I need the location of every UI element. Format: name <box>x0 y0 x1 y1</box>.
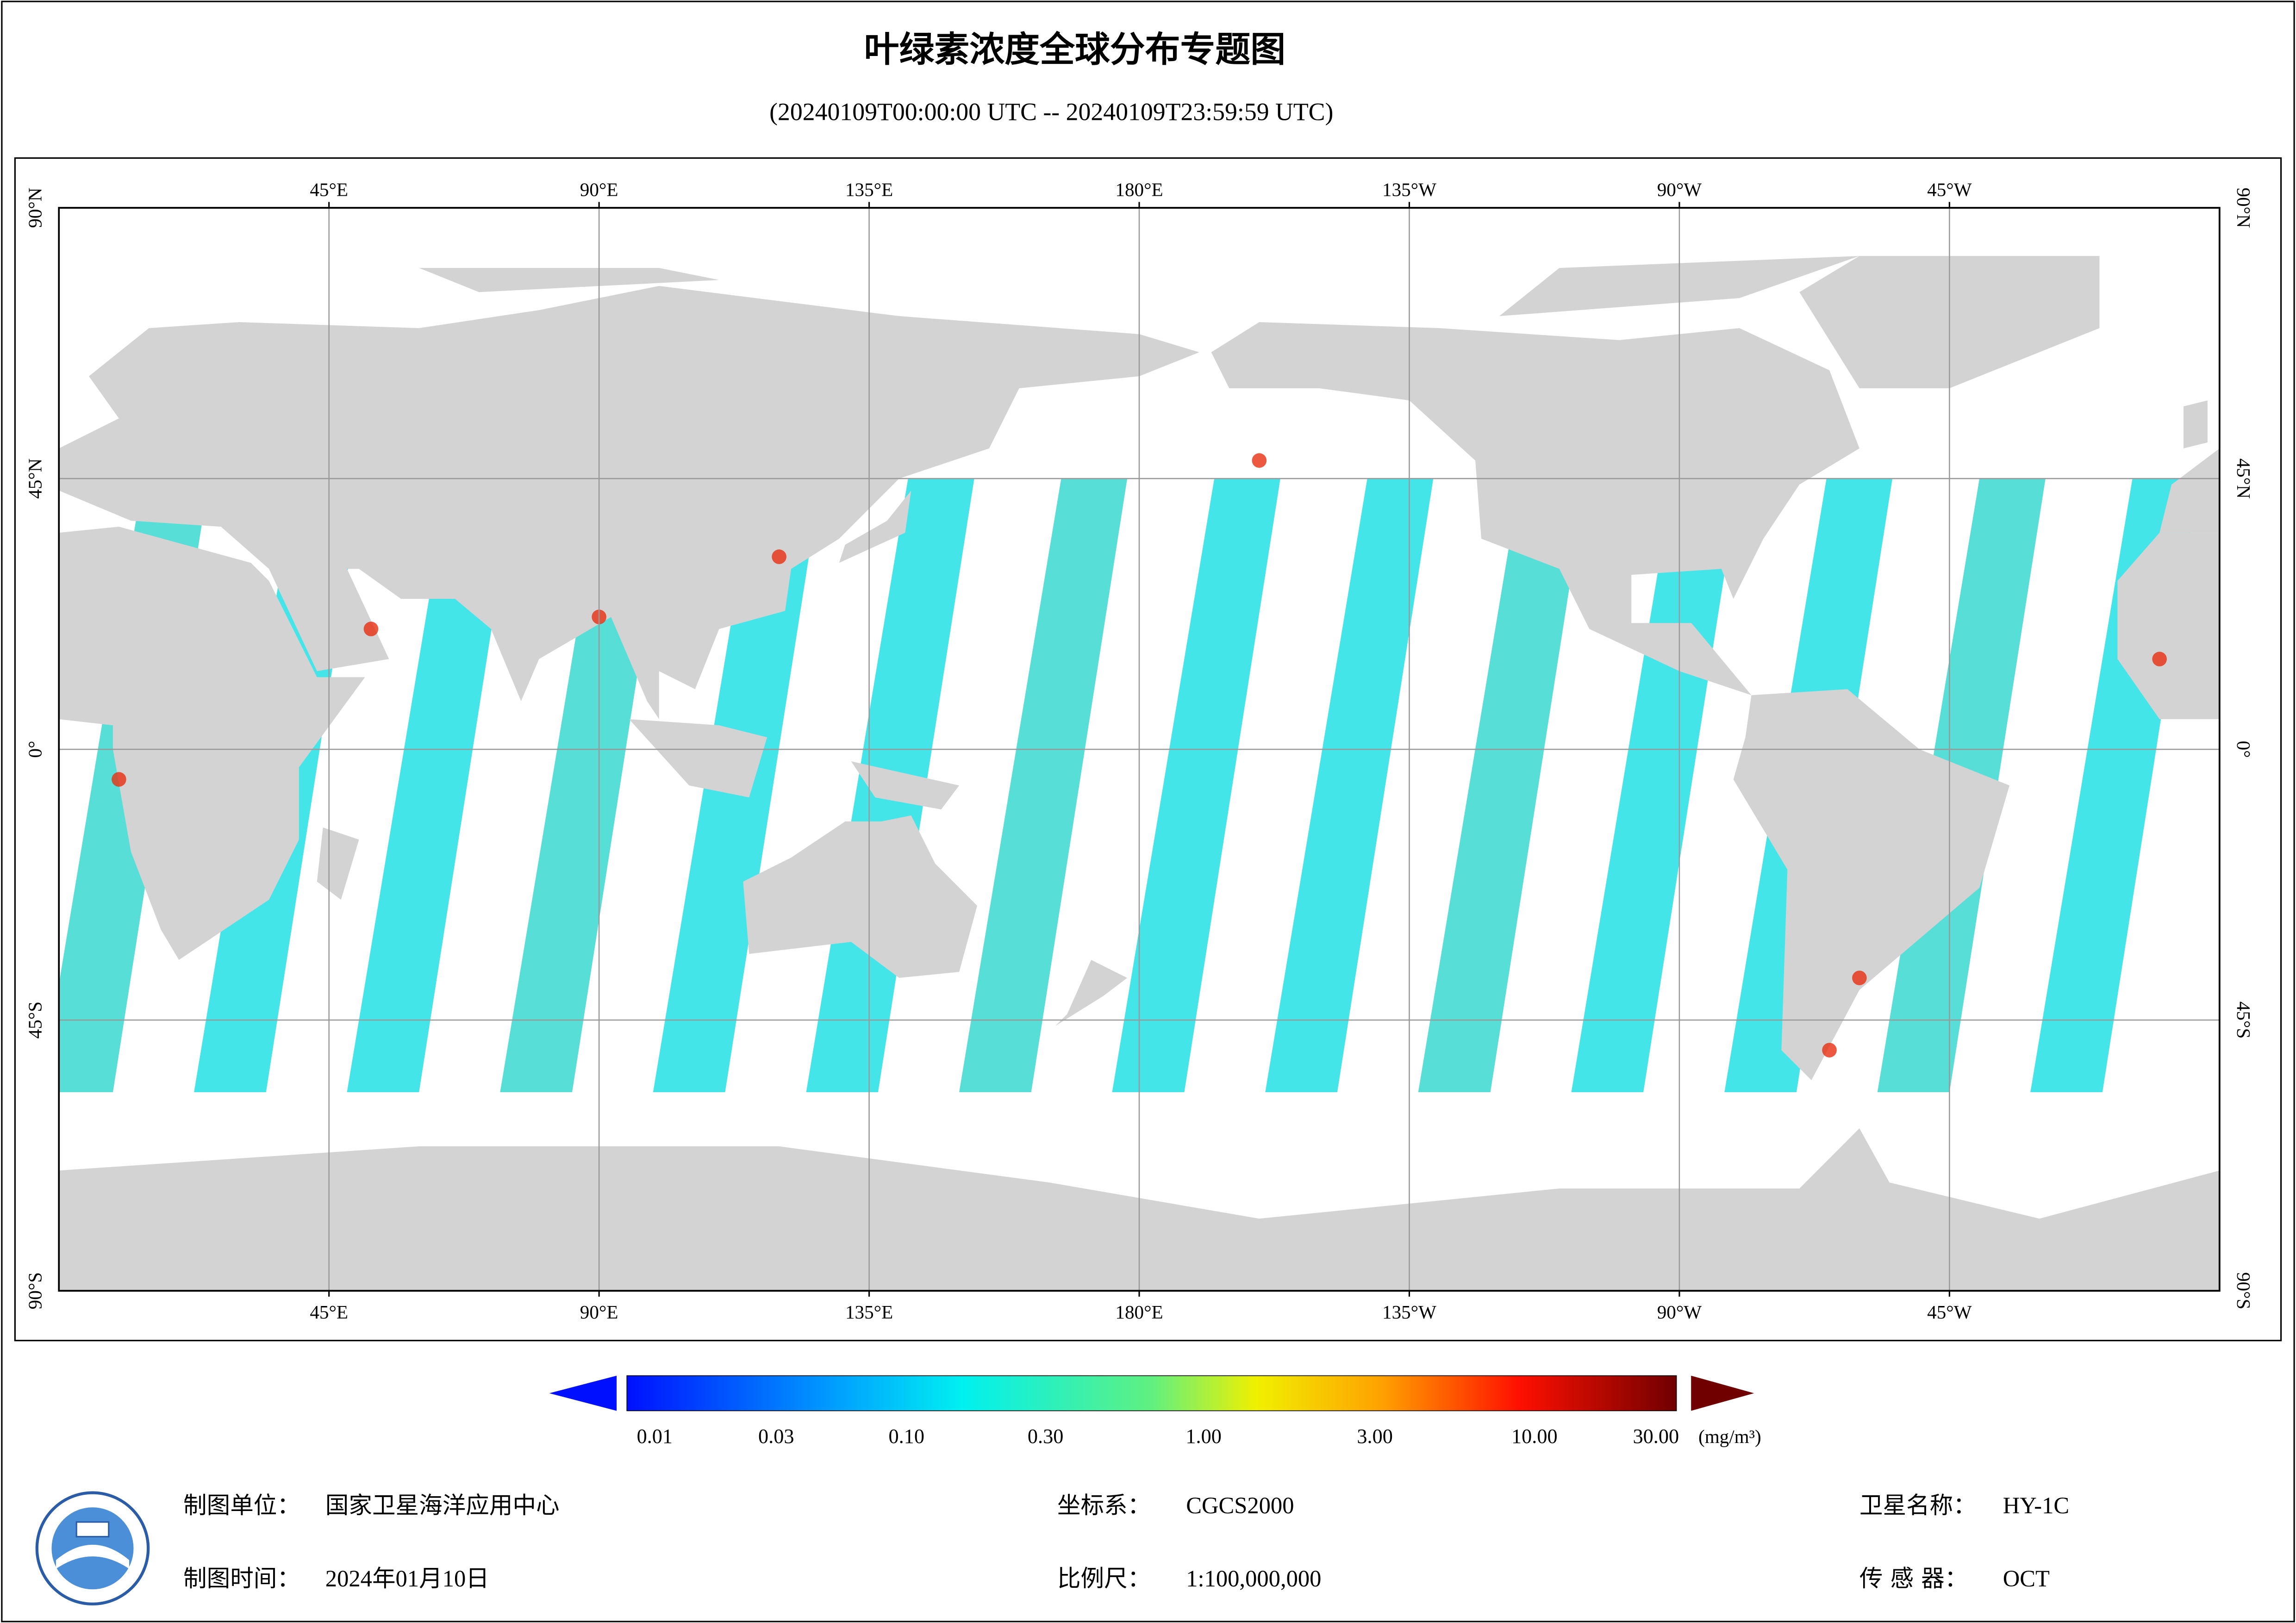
coastal-bloom <box>363 622 379 636</box>
lon-label: 135°E <box>845 179 893 200</box>
footer-label: 坐标系： <box>1057 1492 1151 1519</box>
lon-label: 45°E <box>310 179 348 200</box>
lon-label: 45°W <box>1927 179 1972 200</box>
colorbar-high-arrow <box>1691 1375 1754 1411</box>
colorbar-tick-label: 3.00 <box>1357 1425 1392 1448</box>
lat-label: 90°N <box>2233 187 2254 228</box>
footer-label: 制图时间： <box>183 1565 300 1592</box>
land <box>1733 689 2010 1081</box>
chlorophyll-swath <box>1418 479 1587 1093</box>
lat-label: 45°N <box>24 458 45 498</box>
footer-label: 传 感 器： <box>1859 1565 1968 1592</box>
land <box>317 827 359 900</box>
chlorophyll-swath <box>1265 479 1434 1093</box>
subtitle: (20240109T00:00:00 UTC -- 20240109T23:59… <box>769 98 1333 125</box>
lon-label: 135°E <box>845 1301 893 1323</box>
lon-label: 180°E <box>1115 179 1163 200</box>
lon-label: 90°W <box>1657 179 1702 200</box>
colorbar-tick-label: 0.03 <box>758 1425 794 1448</box>
coastal-bloom <box>1852 970 1867 985</box>
chlorophyll-swath <box>959 479 1128 1093</box>
footer-value: HY-1C <box>2003 1492 2069 1518</box>
lon-label: 90°E <box>580 179 618 200</box>
lat-label: 90°N <box>24 187 45 228</box>
coastal-bloom <box>112 772 126 787</box>
map-area <box>59 208 2220 1291</box>
lat-label: 45°S <box>2233 1001 2254 1038</box>
colorbar-tick-label: 10.00 <box>1511 1425 1558 1448</box>
lon-label: 135°W <box>1382 1301 1436 1323</box>
footer-value: CGCS2000 <box>1186 1492 1294 1518</box>
colorbar-unit: (mg/m³) <box>1698 1426 1761 1448</box>
colorbar-tick-label: 1.00 <box>1185 1425 1221 1448</box>
footer-label: 比例尺： <box>1057 1565 1151 1592</box>
lon-label: 180°E <box>1115 1301 1163 1323</box>
land <box>59 527 365 960</box>
colorbar-low-arrow <box>549 1375 617 1411</box>
land <box>59 286 1199 719</box>
title: 叶绿素浓度全球分布专题图 <box>864 29 1286 70</box>
land <box>839 491 911 563</box>
lat-label: 45°N <box>2233 458 2254 498</box>
coastal-bloom <box>772 549 786 564</box>
lon-label: 45°E <box>310 1301 348 1323</box>
footer-value: 1:100,000,000 <box>1186 1566 1321 1592</box>
map-outer-frame <box>14 157 2282 1342</box>
chlorophyll-swath <box>1112 479 1280 1093</box>
colorbar-tick-label: 0.30 <box>1028 1425 1063 1448</box>
land <box>629 719 767 798</box>
land <box>1055 960 1128 1026</box>
lon-label: 135°W <box>1382 179 1436 200</box>
lat-label: 0° <box>24 741 45 758</box>
logo <box>35 1491 150 1606</box>
footer-label: 制图单位： <box>183 1492 300 1519</box>
colorbar-tick-label: 30.00 <box>1633 1425 1679 1448</box>
coastal-bloom <box>1822 1043 1837 1057</box>
lat-label: 90°S <box>2233 1272 2254 1309</box>
footer-value: 国家卫星海洋应用中心 <box>325 1492 560 1519</box>
lat-label: 90°S <box>24 1272 45 1309</box>
coastal-bloom <box>1252 453 1267 468</box>
land <box>419 268 719 292</box>
colorbar-tick-label: 0.01 <box>637 1425 673 1448</box>
land <box>1211 322 1859 696</box>
lon-label: 90°E <box>580 1301 618 1323</box>
lon-label: 90°W <box>1657 1301 1702 1323</box>
footer-value: 2024年01月10日 <box>325 1566 489 1592</box>
colorbar-ticks: 0.01 0.03 0.10 0.30 1.00 3.00 10.00 30.00 <box>637 1425 1679 1448</box>
colorbar <box>626 1375 1677 1412</box>
lat-label: 0° <box>2233 741 2254 758</box>
graticule-labels: 45°E 45°E 90°E 90°E 135°E 135°E 180°E 180°E 135°… <box>24 179 2254 1323</box>
land <box>851 761 960 810</box>
land <box>2184 400 2208 448</box>
lon-label: 45°W <box>1927 1301 1972 1323</box>
land <box>743 815 977 978</box>
colorbar-tick-label: 0.10 <box>888 1425 924 1448</box>
coastal-bloom <box>2152 652 2167 666</box>
lat-label: 45°S <box>24 1001 45 1038</box>
land <box>2159 448 2220 533</box>
footer-label: 卫星名称： <box>1859 1492 1977 1519</box>
chlorophyll-swath <box>347 479 515 1093</box>
land <box>2117 533 2220 719</box>
footer-value: OCT <box>2003 1566 2050 1592</box>
